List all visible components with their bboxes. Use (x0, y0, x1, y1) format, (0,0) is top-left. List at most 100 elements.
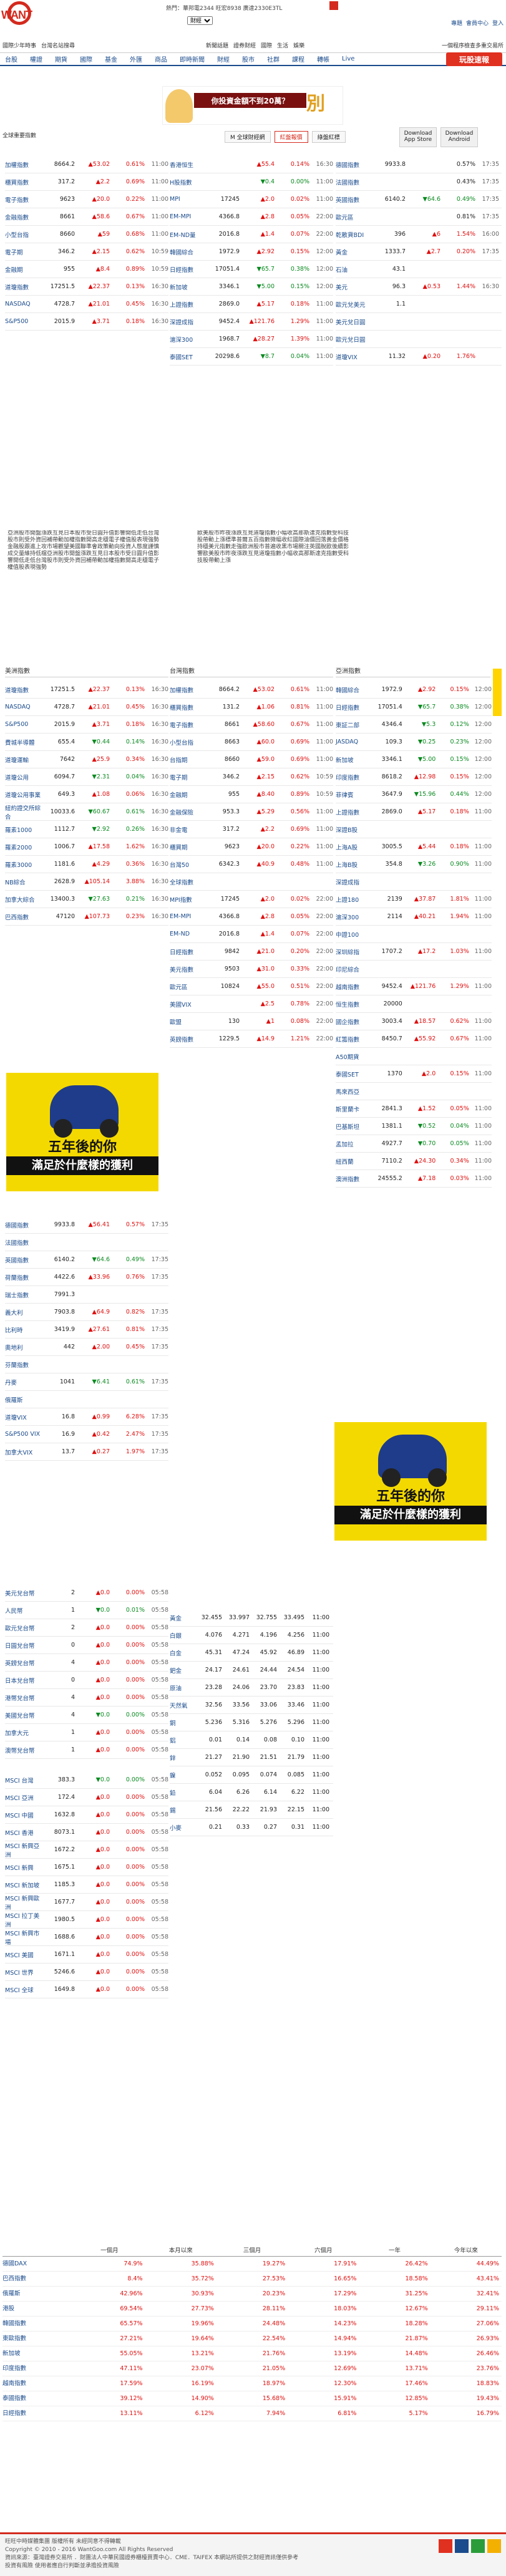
index-name[interactable]: 韓國綜合 (170, 249, 194, 256)
perf-row[interactable]: 港股 69.54% 27.73% 28.11% 18.03% 12.67% 29.11% (2, 2302, 502, 2317)
android-button[interactable]: Download Android (440, 127, 478, 147)
commodity-name[interactable]: 小麥 (170, 1824, 182, 1832)
commodity-name[interactable]: 天然氣 (170, 1702, 188, 1710)
index-name[interactable]: 泰國SET (336, 1071, 359, 1078)
index-name[interactable]: H股指數 (170, 179, 192, 186)
commodity-name[interactable]: 黃金 (170, 1615, 182, 1622)
wantgoo-logo[interactable]: WANT (1, 1, 40, 26)
index-name[interactable]: 新加坡 (336, 757, 354, 764)
index-name[interactable]: 芬蘭指數 (5, 1362, 29, 1369)
index-row[interactable]: 英國指數 6140.2 ▼64.6 0.49% 17:35 (336, 191, 502, 208)
index-row[interactable]: 上證180 2139 ▲37.87 1.81% 11:00 (336, 891, 492, 908)
index-name[interactable]: 美元指數 (170, 966, 194, 974)
index-row[interactable]: 深證B股 (336, 821, 492, 838)
index-row[interactable]: 金融保險 953.3 ▲5.29 0.56% 11:00 (170, 803, 333, 821)
index-name[interactable]: MSCI 美國 (5, 1952, 34, 1959)
index-row[interactable]: MSCI 新興市場 1688.6 ▲0.0 0.00% 05:58 (5, 1929, 168, 1946)
index-name[interactable]: 美元兌台幣 (5, 1590, 35, 1597)
index-name[interactable]: 黃金 (336, 249, 348, 256)
index-row[interactable]: 台指期 8660 ▲59.0 0.69% 11:00 (170, 751, 333, 768)
left-link[interactable]: 台灣名站搜尋 (41, 43, 75, 49)
index-row[interactable]: NASDAQ 4728.7 ▲21.01 0.45% 16:30 (5, 699, 168, 716)
index-name[interactable]: 日經指數 (336, 704, 360, 712)
commodity-row[interactable]: 原油 23.28 24.06 23.70 23.83 11:00 (170, 1679, 333, 1697)
index-row[interactable]: 羅素3000 1181.6 ▲4.29 0.36% 16:30 (5, 856, 168, 873)
index-name[interactable]: 美元兌日圓 (336, 319, 366, 326)
index-name[interactable]: 奧地利 (5, 1344, 23, 1352)
index-name[interactable]: 加拿大VIX (5, 1449, 33, 1456)
index-row[interactable]: 非金電 317.2 ▲2.2 0.69% 11:00 (170, 821, 333, 838)
index-row[interactable]: MSCI 新興 1675.1 ▲0.0 0.00% 05:58 (5, 1859, 168, 1876)
nav-item[interactable]: 外匯 (130, 57, 142, 64)
index-row[interactable]: 道瓊VIX 16.8 ▲0.99 6.28% 17:35 (5, 1408, 168, 1426)
index-name[interactable]: 日圓兌台幣 (5, 1642, 35, 1650)
index-name[interactable]: 加拿大綜合 (5, 896, 35, 904)
commodity-name[interactable]: 鉛 (170, 1789, 176, 1797)
index-name[interactable]: 歐元兌台幣 (5, 1625, 35, 1632)
index-name[interactable]: 孟加拉 (336, 1141, 354, 1148)
index-row[interactable]: 香港恒生 ▲55.4 0.14% 16:30 (170, 156, 333, 173)
index-row[interactable]: 日經指數 17051.4 ▼65.7 0.38% 12:00 (336, 699, 492, 716)
index-name[interactable]: 瑞士指數 (5, 1292, 29, 1299)
perf-row[interactable]: 印度指數 47.11% 23.07% 21.05% 12.69% 13.71% 23.76% (2, 2361, 502, 2376)
index-name[interactable]: S&P500 VIX (5, 1431, 41, 1438)
index-row[interactable]: 小型台指 8660 ▲59 0.68% 11:00 (5, 226, 168, 243)
index-name[interactable]: 斯里蘭卡 (336, 1106, 360, 1113)
index-row[interactable]: 歐元區 0.81% 17:35 (336, 208, 502, 226)
index-name[interactable]: NASDAQ (5, 301, 31, 307)
nav-item[interactable]: 國際 (80, 57, 92, 64)
index-name[interactable]: 滬深300 (336, 914, 359, 921)
index-row[interactable]: 越南指數 9452.4 ▲121.76 1.29% 11:00 (336, 978, 492, 995)
index-name[interactable]: MSCI 拉丁美洲 (5, 1912, 40, 1929)
index-row[interactable]: 國企指數 3003.4 ▲18.57 0.62% 11:00 (336, 1013, 492, 1030)
partner-logo-icon[interactable] (439, 2539, 452, 2553)
commodity-row[interactable]: 鈀金 24.17 24.61 24.44 24.54 11:00 (170, 1662, 333, 1679)
category-select[interactable]: 財經 (187, 16, 213, 25)
index-name[interactable]: 德國指數 (336, 162, 360, 169)
index-row[interactable]: NASDAQ 4728.7 ▲21.01 0.45% 16:30 (5, 296, 168, 313)
index-name[interactable]: 道瓊指數 (5, 284, 29, 291)
index-name[interactable]: 上證180 (336, 896, 359, 904)
index-row[interactable]: EM-MPI 4366.8 ▲2.8 0.05% 22:00 (170, 208, 333, 226)
index-row[interactable]: 道瓊公用 6094.7 ▼2.31 0.04% 16:30 (5, 768, 168, 786)
nav-item[interactable]: 基金 (105, 57, 117, 64)
tab[interactable]: M 全球財經網 (225, 131, 271, 143)
index-row[interactable]: 比利時 3419.9 ▲27.61 0.81% 17:35 (5, 1321, 168, 1339)
index-name[interactable]: 小型台指 (170, 739, 194, 747)
commodity-row[interactable]: 鋅 21.27 21.90 21.51 21.79 11:00 (170, 1749, 333, 1766)
index-row[interactable]: 紐西蘭 7110.2 ▲24.30 0.34% 11:00 (336, 1153, 492, 1170)
index-row[interactable]: 新加坡 3346.1 ▼5.00 0.15% 12:00 (336, 751, 492, 768)
nav-item[interactable]: 轉帳 (317, 57, 329, 64)
index-row[interactable]: 泰國SET 20298.6 ▼8.7 0.04% 11:00 (170, 348, 333, 366)
index-row[interactable]: JASDAQ 109.3 ▼0.25 0.23% 12:00 (336, 734, 492, 751)
index-row[interactable]: 滬深300 2114 ▲40.21 1.94% 11:00 (336, 908, 492, 926)
index-row[interactable]: 道瓊公用事業 649.3 ▲1.08 0.06% 16:30 (5, 786, 168, 803)
index-row[interactable]: 美元兌日圓 (336, 313, 502, 331)
index-name[interactable]: 澳洲指數 (336, 1176, 360, 1183)
commodity-name[interactable]: 原油 (170, 1685, 182, 1692)
index-row[interactable]: 英鎊兌台幣 4 ▲0.0 0.00% 05:58 (5, 1654, 168, 1672)
commodity-row[interactable]: 白金 45.31 47.24 45.92 46.89 11:00 (170, 1644, 333, 1662)
index-name[interactable]: MSCI 中國 (5, 1812, 34, 1819)
index-row[interactable]: 電子期 346.2 ▲2.15 0.62% 10:59 (5, 243, 168, 261)
index-name[interactable]: 東証二部 (336, 722, 360, 729)
index-row[interactable]: MSCI 拉丁美洲 1980.5 ▲0.0 0.00% 05:58 (5, 1911, 168, 1929)
index-name[interactable]: 石油 (336, 266, 348, 274)
index-row[interactable]: S&P500 VIX 16.9 ▲0.42 2.47% 17:35 (5, 1426, 168, 1443)
index-name[interactable]: JASDAQ (336, 738, 359, 745)
top-link[interactable]: 專題 (450, 21, 462, 27)
index-row[interactable]: 日經指數 17051.4 ▼65.7 0.38% 12:00 (170, 261, 333, 278)
index-row[interactable]: MSCI 中國 1632.8 ▲0.0 0.00% 05:58 (5, 1806, 168, 1824)
index-name[interactable]: 日經指數 (170, 266, 194, 274)
index-row[interactable]: 英鎊指數 1229.5 ▲14.9 1.21% 22:00 (170, 1030, 333, 1048)
index-row[interactable]: 羅素1000 1112.7 ▼2.92 0.26% 16:30 (5, 821, 168, 838)
index-row[interactable]: 電子指數 8661 ▲58.60 0.67% 11:00 (170, 716, 333, 734)
index-name[interactable]: EM-ND (170, 931, 190, 937)
index-name[interactable]: 俄羅斯 (5, 1397, 23, 1404)
index-row[interactable]: MSCI 新興亞洲 1672.2 ▲0.0 0.00% 05:58 (5, 1841, 168, 1859)
nav-item[interactable]: Live (342, 56, 355, 62)
partner-logo-icon[interactable] (455, 2539, 469, 2553)
commodity-name[interactable]: 白金 (170, 1650, 182, 1657)
index-row[interactable]: EM-ND 2016.8 ▲1.4 0.07% 22:00 (170, 926, 333, 943)
index-name[interactable]: 紐西蘭 (336, 1158, 354, 1166)
